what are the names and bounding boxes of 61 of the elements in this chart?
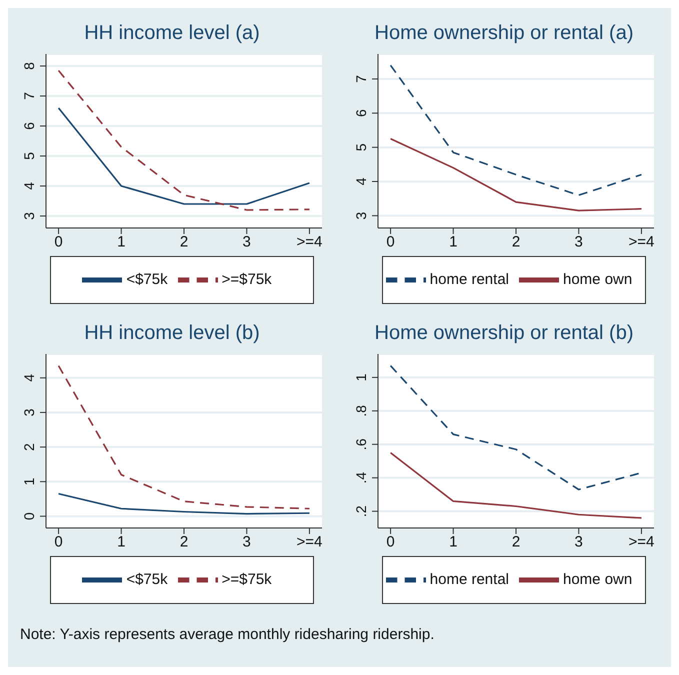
y-tick-label: .4 [353, 472, 369, 484]
legend-label: >=$75k [222, 570, 272, 588]
x-tick-label: 3 [242, 234, 251, 251]
y-tick-label: 3 [21, 212, 37, 220]
y-tick-label: .6 [353, 438, 369, 450]
legend-label: home own [563, 270, 632, 288]
x-tick-label: 0 [54, 534, 63, 551]
line-series [58, 492, 310, 515]
x-tick-label: 1 [117, 534, 126, 551]
text: Note: Y-axis represents average monthly ridesharing ridership. [20, 626, 436, 643]
x-tick-label: >=4 [628, 534, 654, 551]
x-tick-label: 1 [449, 534, 458, 551]
legend-label: home rental [430, 270, 509, 288]
y-tick-label: 3 [21, 408, 37, 416]
chart-title: Home ownership or rental (b) [374, 322, 634, 346]
x-tick-label: 2 [512, 534, 520, 551]
x-tick-label: >=4 [296, 234, 322, 251]
line-series [58, 364, 310, 510]
x-tick-label: 2 [180, 534, 188, 551]
chart-title: HH income level (b) [84, 322, 260, 346]
legend-label: <$75k [126, 270, 168, 288]
x-tick-label: 3 [574, 534, 583, 551]
y-tick-label: 4 [353, 177, 369, 186]
legend-label: <$75k [126, 570, 168, 588]
legend-label: home rental [430, 570, 509, 588]
y-tick-label: 5 [21, 152, 37, 160]
y-tick-label: 0 [21, 512, 37, 520]
x-tick-label: 0 [54, 234, 63, 251]
y-tick-label: 5 [353, 143, 369, 152]
y-tick-label: 1 [21, 478, 37, 486]
x-tick-label: 1 [117, 234, 126, 251]
y-tick-label: 4 [21, 374, 37, 382]
line-series [390, 64, 642, 196]
x-tick-label: 0 [386, 534, 395, 551]
line-series [58, 70, 310, 211]
y-tick-label: 6 [21, 122, 37, 130]
line-series [390, 452, 642, 519]
y-tick-label: 2 [21, 442, 37, 451]
y-tick-label: 6 [353, 109, 369, 118]
legend-label: >=$75k [222, 270, 272, 288]
y-tick-label: .2 [353, 505, 369, 518]
chart-title: Home ownership or rental (a) [374, 22, 634, 46]
y-tick-label: 8 [21, 62, 37, 70]
legend-label: home own [563, 570, 632, 588]
x-tick-label: >=4 [628, 234, 654, 251]
y-tick-label: 1 [353, 373, 369, 382]
x-tick-label: 3 [574, 234, 583, 251]
y-tick-label: 4 [21, 182, 37, 190]
x-tick-label: 2 [512, 234, 520, 251]
line-series [390, 138, 642, 212]
x-tick-label: 2 [180, 234, 188, 251]
line-series [58, 107, 310, 205]
x-tick-label: 1 [449, 234, 458, 251]
chart-title: HH income level (a) [84, 22, 260, 46]
x-tick-label: >=4 [296, 534, 322, 551]
x-tick-label: 0 [386, 234, 395, 251]
y-tick-label: 3 [353, 212, 369, 220]
x-tick-label: 3 [242, 534, 251, 551]
y-tick-label: 7 [21, 92, 37, 100]
y-tick-label: 7 [353, 74, 369, 83]
y-tick-label: .8 [353, 404, 369, 417]
